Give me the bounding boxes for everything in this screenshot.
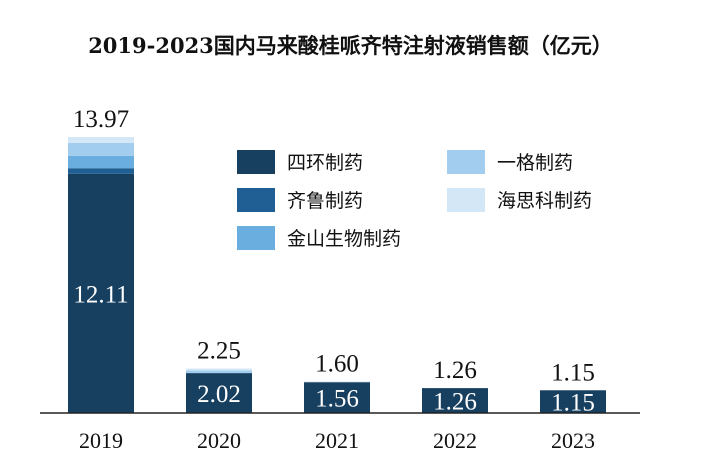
bar-segment <box>422 388 488 413</box>
x-tick-label: 2021 <box>315 428 359 453</box>
legend-label: 金山生物制药 <box>287 228 402 250</box>
x-tick-label: 2023 <box>551 428 595 453</box>
x-tick-label: 2019 <box>79 428 123 453</box>
x-tick-label: 2022 <box>433 428 477 453</box>
legend-label: 齐鲁制药 <box>287 190 364 212</box>
legend-item: 一格制药 <box>447 148 573 175</box>
segment-label: 1.56 <box>315 386 359 413</box>
bar-segment <box>540 390 606 413</box>
bar-segment <box>68 173 134 413</box>
bar-segment <box>304 381 370 383</box>
legend-label: 海思科制药 <box>497 190 593 212</box>
bar-segment <box>186 370 252 374</box>
chart-title: 2019-2023国内马来酸桂哌齐特注射液销售额（亿元） <box>88 33 613 58</box>
bar-segment <box>68 142 134 156</box>
legend-item: 四环制药 <box>237 148 363 175</box>
bar-segment <box>68 155 134 169</box>
total-label: 1.60 <box>315 350 359 377</box>
total-label: 2.25 <box>197 338 241 365</box>
legend-item: 齐鲁制药 <box>237 186 363 213</box>
total-label: 1.26 <box>433 357 477 384</box>
legend-swatch <box>237 187 275 212</box>
segment-label: 1.26 <box>433 389 477 416</box>
legend-item: 海思科制药 <box>447 186 592 213</box>
bar-segment <box>68 137 134 143</box>
legend-item: 金山生物制药 <box>237 224 401 251</box>
bar-segment <box>304 382 370 413</box>
legend-swatch <box>447 187 485 212</box>
legend-label: 四环制药 <box>287 152 364 174</box>
legend-swatch <box>237 225 275 250</box>
segment-label: 1.15 <box>551 390 595 417</box>
bar-segment <box>68 168 134 174</box>
legend-swatch <box>237 149 275 174</box>
legend-label: 一格制药 <box>497 152 574 174</box>
total-label: 1.15 <box>551 359 595 386</box>
segment-label: 2.02 <box>197 381 241 408</box>
x-tick-label: 2020 <box>197 428 241 453</box>
total-label: 13.97 <box>73 106 129 133</box>
legend-swatch <box>447 149 485 174</box>
segment-label: 12.11 <box>73 281 128 308</box>
bar-segment <box>186 373 252 413</box>
bar-segment <box>186 368 252 371</box>
